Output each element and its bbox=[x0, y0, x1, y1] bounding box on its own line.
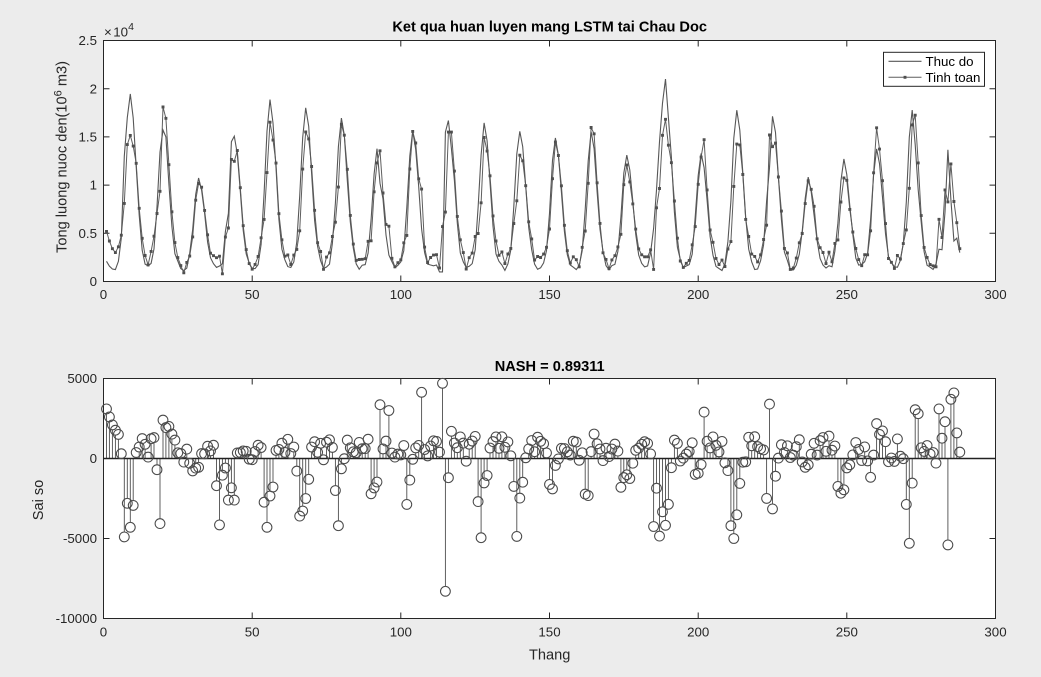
svg-text:2: 2 bbox=[90, 81, 97, 96]
svg-text:150: 150 bbox=[538, 287, 560, 302]
svg-text:2.5: 2.5 bbox=[79, 33, 98, 48]
svg-text:-10000: -10000 bbox=[56, 611, 97, 626]
svg-text:Thang: Thang bbox=[529, 648, 570, 664]
svg-text:200: 200 bbox=[687, 287, 709, 302]
svg-text:NASH = 0.89311: NASH = 0.89311 bbox=[495, 359, 605, 375]
svg-text:0.5: 0.5 bbox=[79, 226, 98, 241]
svg-text:100: 100 bbox=[390, 287, 412, 302]
svg-text:Ket qua huan luyen mang LSTM t: Ket qua huan luyen mang LSTM tai Chau Do… bbox=[392, 20, 707, 36]
svg-text:-5000: -5000 bbox=[63, 531, 97, 546]
svg-text:0: 0 bbox=[90, 274, 97, 289]
svg-text:300: 300 bbox=[984, 287, 1006, 302]
svg-text:150: 150 bbox=[538, 625, 560, 640]
svg-text:300: 300 bbox=[984, 625, 1006, 640]
svg-text:Tinh toan: Tinh toan bbox=[926, 70, 981, 85]
svg-text:Tong luong nuoc den(106 m3): Tong luong nuoc den(106 m3) bbox=[53, 61, 71, 253]
svg-text:Thuc do: Thuc do bbox=[926, 54, 974, 69]
svg-text:50: 50 bbox=[245, 625, 260, 640]
svg-text:0: 0 bbox=[100, 625, 107, 640]
svg-text:Sai so: Sai so bbox=[31, 480, 47, 521]
svg-text:5000: 5000 bbox=[67, 371, 97, 386]
svg-text:250: 250 bbox=[836, 287, 858, 302]
svg-text:50: 50 bbox=[245, 287, 260, 302]
svg-text:100: 100 bbox=[390, 625, 412, 640]
svg-text:200: 200 bbox=[687, 625, 709, 640]
svg-text:250: 250 bbox=[836, 625, 858, 640]
svg-text:0: 0 bbox=[100, 287, 107, 302]
svg-text:1: 1 bbox=[90, 178, 97, 193]
svg-text:0: 0 bbox=[90, 451, 97, 466]
svg-text:1.5: 1.5 bbox=[79, 130, 98, 145]
svg-text:×104: × 104 bbox=[104, 21, 134, 40]
